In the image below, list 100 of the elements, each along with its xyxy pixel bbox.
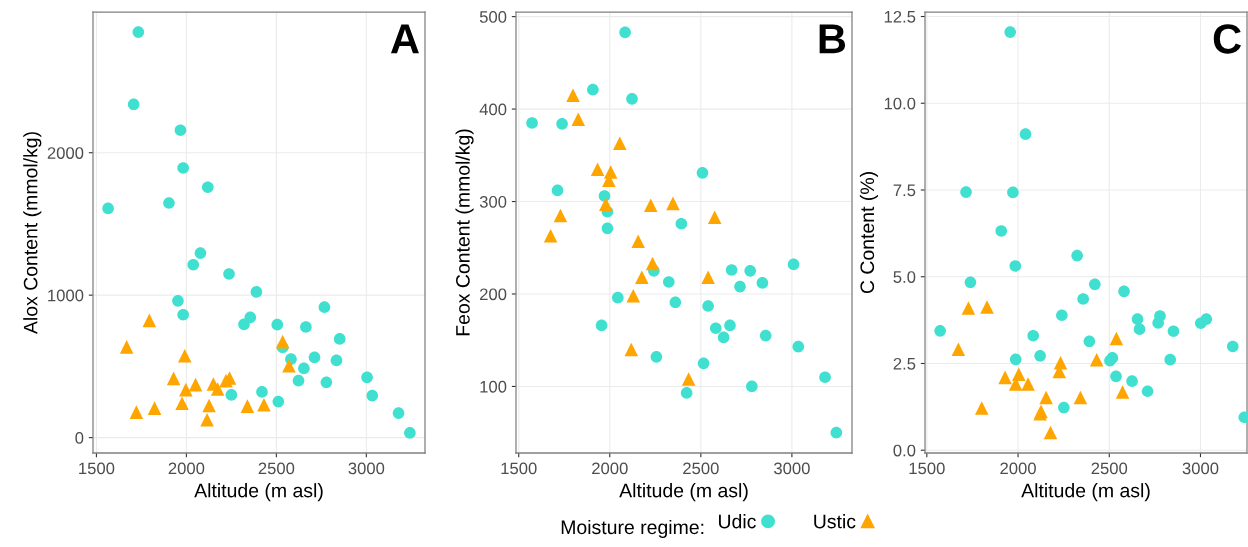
point: [210, 382, 225, 396]
point: [964, 276, 977, 289]
point: [1083, 335, 1096, 348]
point: [166, 371, 181, 386]
point: [244, 311, 257, 324]
x-tick-label: 2500: [258, 462, 295, 475]
point: [194, 247, 207, 259]
point: [1167, 325, 1180, 338]
point: [119, 340, 134, 354]
point: [256, 386, 268, 398]
point: [318, 301, 331, 313]
point: [645, 256, 660, 271]
point: [1141, 385, 1154, 398]
point: [1004, 26, 1017, 38]
point: [102, 202, 114, 215]
x-tick-label: 2000: [592, 462, 628, 475]
x-axis-title: Altitude (m asl): [1021, 483, 1150, 502]
point: [1009, 353, 1022, 366]
point: [961, 301, 976, 315]
x-tick-label: 2000: [1000, 462, 1036, 475]
point: [1115, 385, 1130, 399]
point: [223, 268, 235, 280]
point: [163, 197, 175, 209]
point: [1118, 285, 1130, 298]
point: [644, 198, 658, 212]
point: [724, 319, 736, 332]
point: [680, 387, 693, 399]
point: [1133, 323, 1146, 335]
point: [1058, 401, 1070, 414]
point: [571, 112, 586, 127]
point: [675, 217, 688, 230]
point: [298, 362, 310, 375]
x-tick-label: 3000: [348, 462, 385, 475]
y-tick-label: 7.5: [893, 184, 916, 197]
point: [1195, 317, 1207, 330]
point: [681, 372, 696, 386]
point: [697, 357, 710, 370]
point: [792, 340, 805, 353]
point: [1027, 329, 1039, 342]
point: [551, 184, 564, 197]
legend-label: Udic: [719, 514, 756, 529]
point: [132, 26, 145, 38]
point: [178, 349, 192, 363]
point: [995, 225, 1008, 237]
point: [320, 376, 333, 389]
point: [1164, 353, 1176, 366]
point: [333, 333, 346, 345]
point: [282, 358, 296, 373]
point: [725, 264, 738, 276]
x-tick-label: 2500: [1091, 462, 1128, 475]
point: [240, 399, 255, 413]
point: [934, 325, 946, 337]
legend-title: Moisture regime:: [561, 519, 704, 539]
point: [1089, 352, 1104, 367]
point: [1226, 340, 1239, 353]
point: [174, 124, 187, 137]
point: [308, 351, 321, 364]
y-axis-title: Alox Content (mmol/kg): [23, 132, 42, 335]
point: [980, 300, 994, 314]
point: [330, 354, 343, 367]
point: [1110, 370, 1122, 383]
point: [734, 280, 746, 293]
point: [556, 118, 568, 130]
point: [650, 351, 663, 363]
point: [709, 322, 722, 334]
point: [819, 371, 831, 383]
point: [619, 26, 631, 39]
point: [717, 331, 730, 344]
point: [631, 234, 645, 249]
point: [830, 426, 843, 439]
y-tick-label: 1000: [48, 289, 84, 302]
x-tick-label: 2500: [683, 462, 719, 475]
point: [177, 308, 189, 321]
point: [960, 186, 972, 198]
point: [1056, 309, 1068, 322]
point: [1012, 367, 1026, 382]
point: [701, 270, 715, 285]
point: [142, 313, 157, 328]
point: [626, 93, 638, 105]
point: [595, 319, 608, 332]
point: [188, 377, 203, 392]
point: [587, 83, 599, 96]
point: [1007, 186, 1019, 199]
point: [590, 162, 605, 176]
point: [666, 196, 680, 211]
point: [662, 276, 675, 288]
point: [1009, 260, 1022, 272]
y-axis-title: C Content (%): [859, 172, 878, 294]
y-tick-label: 2.5: [893, 357, 916, 370]
x-tick-label: 3000: [1182, 462, 1219, 475]
x-tick-label: 3000: [774, 462, 810, 475]
point: [756, 277, 769, 289]
point: [624, 342, 639, 357]
point: [147, 401, 162, 415]
point: [257, 398, 271, 412]
point: [611, 291, 624, 304]
point: [1109, 331, 1124, 346]
point: [361, 371, 373, 384]
point: [225, 389, 238, 401]
point: [553, 208, 568, 223]
